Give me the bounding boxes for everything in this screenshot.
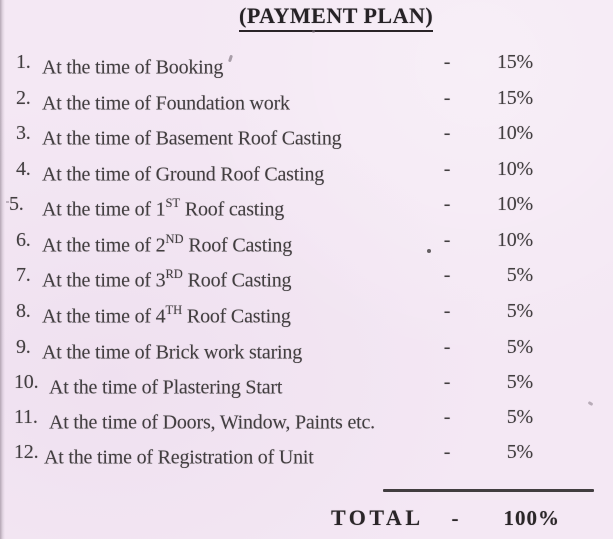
item-number: 2. [16,87,31,109]
item-label-text: At the time of Brick work staring [42,341,303,364]
ordinal-superscript: TH [165,303,183,317]
item-label: At the time of Foundation work [42,85,290,117]
table-row: 2. At the time of Foundation work - 15% [0,85,613,115]
item-label: At the time of Doors, Window, Paints etc… [49,404,375,436]
separator-dash: - [443,51,451,73]
item-label-text: At the time of 4 [42,305,166,328]
total-value: 100% [503,506,560,530]
item-percent: 5% [506,336,533,358]
separator-dash: - [443,336,451,358]
separator-dash: - [443,300,451,322]
table-row: 1. At the time of Booking - 15% [0,49,613,79]
item-label-text: At the time of Basement Roof Casting [42,127,342,150]
separator-dash: - [443,371,451,393]
total-rule-line [383,489,594,492]
item-percent: 5% [506,441,533,463]
table-row: 8. At the time of 4TH Roof Casting - 5% [0,298,613,328]
item-number: 1. [16,51,31,73]
item-label: At the time of Registration of Unit [44,439,314,471]
item-percent: 5% [506,264,533,286]
item-label-text: At the time of 1 [42,198,166,221]
item-label: At the time of 1ST Roof casting [42,191,284,223]
ordinal-superscript: ST [165,196,181,210]
total-label: TOTAL [331,505,424,530]
separator-dash: - [443,122,451,144]
item-label-text: At the time of Foundation work [42,92,290,115]
item-label: At the time of Plastering Start [49,369,282,401]
table-row: 5. At the time of 1ST Roof casting - 10% [0,191,613,221]
item-number: 5. [9,193,24,215]
item-label-text: At the time of Registration of Unit [44,446,314,469]
item-percent: 5% [506,371,533,393]
scan-speck [6,201,9,203]
item-percent: 5% [506,300,533,322]
item-number: 8. [16,300,31,322]
table-row: 11. At the time of Doors, Window, Paints… [0,404,613,434]
item-number: 7. [16,264,31,286]
page-title: (PAYMENT PLAN) [239,3,434,32]
item-label-text: At the time of Ground Roof Casting [42,163,325,186]
item-number: 6. [16,229,31,251]
ordinal-superscript: ND [165,232,184,246]
item-label: At the time of 4TH Roof Casting [42,298,291,330]
separator-dash: - [443,441,451,463]
item-percent: 10% [496,158,533,180]
scan-edge-shadow [0,0,5,539]
ordinal-superscript: RD [165,267,183,281]
item-label: At the time of Basement Roof Casting [42,120,342,152]
item-label: At the time of Ground Roof Casting [42,156,324,188]
item-label: At the time of 3RD Roof Casting [42,262,292,294]
item-percent: 15% [496,87,533,109]
item-percent: 5% [506,406,533,428]
item-number: 11. [14,406,38,428]
item-label-text: At the time of Plastering Start [49,376,283,399]
table-row: 6. At the time of 2ND Roof Casting - 10% [0,227,613,257]
item-number: 4. [16,158,31,180]
item-label-text: At the time of 2 [42,234,166,257]
table-row: 12. At the time of Registration of Unit … [0,439,613,469]
item-label: At the time of Booking [42,49,223,81]
item-label-text: Roof Casting [182,269,292,292]
table-row: 3. At the time of Basement Roof Casting … [0,120,613,150]
item-label-text: At the time of Doors, Window, Paints etc… [49,411,375,434]
item-percent: 10% [496,193,533,215]
item-label-text: Roof Casting [182,305,291,328]
item-label: At the time of Brick work staring [42,334,302,366]
separator-dash: - [443,406,451,428]
total-row: TOTAL - 100% [0,505,613,531]
item-number: 10. [14,371,39,393]
separator-dash: - [443,229,451,251]
item-label-text: At the time of Booking [42,56,224,79]
table-row: 10. At the time of Plastering Start - 5% [0,369,613,399]
item-percent: 15% [496,51,533,73]
separator-dash: - [443,264,451,286]
item-number: 12. [14,441,39,463]
item-label-text: Roof casting [180,198,285,221]
separator-dash: - [443,193,451,215]
item-percent: 10% [496,229,533,251]
table-row: 4. At the time of Ground Roof Casting - … [0,156,613,186]
table-row: 9. At the time of Brick work staring - 5… [0,334,613,364]
item-label-text: At the time of 3 [42,269,166,292]
item-label-text: Roof Casting [183,234,293,257]
item-label: At the time of 2ND Roof Casting [42,227,292,259]
item-percent: 10% [496,122,533,144]
table-row: 7. At the time of 3RD Roof Casting - 5% [0,262,613,292]
separator-dash: - [443,158,451,180]
scan-speck [312,30,315,33]
total-separator-dash: - [451,506,459,530]
item-number: 9. [16,336,31,358]
separator-dash: - [443,87,451,109]
scan-speck [427,249,431,253]
item-number: 3. [16,122,31,144]
